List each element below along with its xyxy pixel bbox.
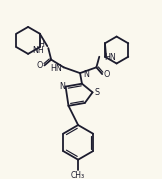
Text: N: N: [83, 70, 89, 79]
Text: S: S: [95, 88, 100, 97]
Text: HN: HN: [50, 64, 62, 73]
Text: NH: NH: [33, 45, 44, 55]
Text: CH₃: CH₃: [71, 171, 85, 179]
Text: O: O: [36, 61, 43, 70]
Text: N: N: [59, 82, 65, 91]
Text: O: O: [104, 70, 110, 79]
Text: H: H: [39, 40, 44, 49]
Text: HN: HN: [104, 53, 116, 62]
